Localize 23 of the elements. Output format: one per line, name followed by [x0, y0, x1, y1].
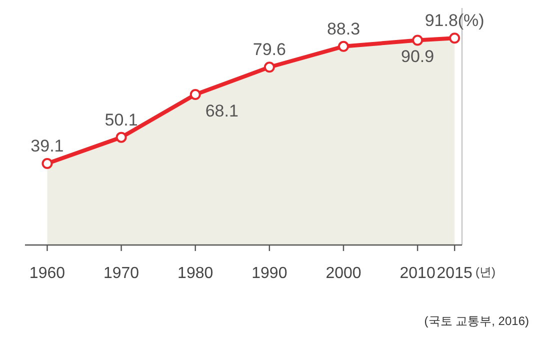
- x-tick-label: 2010: [400, 265, 436, 282]
- data-label: 91.8(%): [424, 11, 484, 30]
- text: (국토 교통부, 2016): [424, 314, 529, 328]
- data-label: 88.3: [326, 19, 360, 38]
- x-tick-label: 2000: [326, 265, 362, 282]
- x-tick-label: 1960: [29, 265, 66, 282]
- x-tick-label: 1990: [252, 265, 288, 282]
- data-label: 79.6: [252, 40, 286, 60]
- x-tick-label: 1980: [178, 265, 214, 282]
- point: [412, 34, 424, 46]
- point: [190, 88, 201, 100]
- data-label: 68.1: [205, 101, 238, 120]
- data-label: 90.9: [401, 47, 434, 66]
- data-label: 39.1: [30, 136, 64, 156]
- x-tick-label: 2015: [436, 265, 472, 282]
- point: [338, 40, 349, 52]
- point: [116, 132, 127, 143]
- data-label: 50.1: [104, 110, 138, 130]
- point: [42, 158, 53, 169]
- x-axis-title: (년): [475, 265, 496, 279]
- x-tick-label: 1970: [103, 265, 140, 282]
- point: [264, 62, 275, 73]
- point: [449, 32, 460, 44]
